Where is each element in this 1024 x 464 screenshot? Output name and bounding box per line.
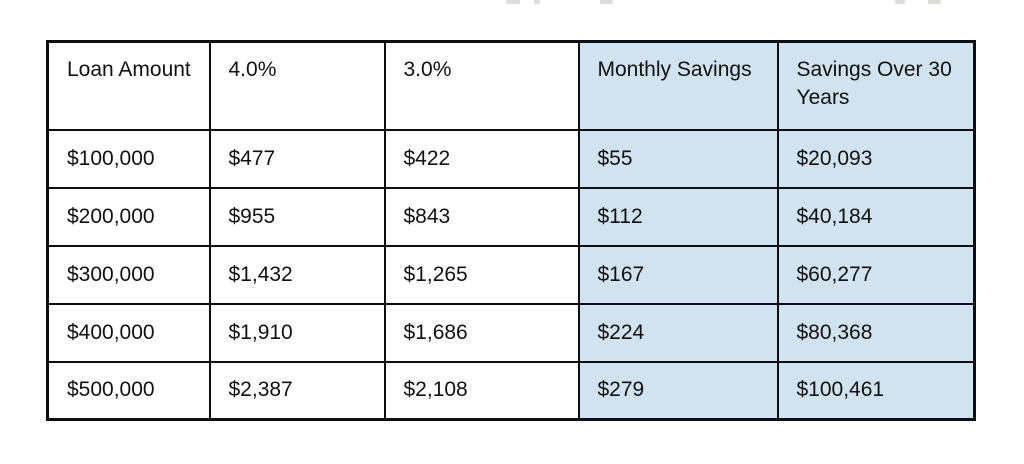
cropped-text-artifact: [895, 0, 905, 4]
refinance-savings-table: Loan Amount 4.0% 3.0% Monthly Savings Sa…: [46, 40, 976, 421]
cell-payment-3-0: $843: [383, 186, 580, 247]
table-row: $500,000 $2,387 $2,108 $279 $100,461: [46, 360, 976, 421]
cell-savings-30-years: $60,277: [776, 244, 976, 305]
cell-payment-4-0: $1,432: [208, 244, 386, 305]
cell-loan-amount: $100,000: [46, 128, 211, 189]
cell-monthly-savings: $167: [577, 244, 779, 305]
cell-loan-amount: $400,000: [46, 302, 211, 363]
header-cell-rate-3-0: 3.0%: [383, 40, 580, 131]
cropped-text-artifact: [506, 0, 520, 4]
cell-payment-3-0: $1,686: [383, 302, 580, 363]
cropped-text-artifact: [928, 0, 941, 4]
cell-loan-amount: $500,000: [46, 360, 211, 421]
cell-monthly-savings: $112: [577, 186, 779, 247]
cell-payment-4-0: $1,910: [208, 302, 386, 363]
cell-monthly-savings: $55: [577, 128, 779, 189]
cell-savings-30-years: $80,368: [776, 302, 976, 363]
table-header-row: Loan Amount 4.0% 3.0% Monthly Savings Sa…: [46, 40, 976, 131]
header-cell-monthly-savings: Monthly Savings: [577, 40, 779, 131]
header-cell-savings-30-years: Savings Over 30 Years: [776, 40, 976, 131]
header-cell-rate-4-0: 4.0%: [208, 40, 386, 131]
cell-payment-4-0: $2,387: [208, 360, 386, 421]
table-row: $300,000 $1,432 $1,265 $167 $60,277: [46, 244, 976, 305]
cell-payment-4-0: $477: [208, 128, 386, 189]
cell-loan-amount: $300,000: [46, 244, 211, 305]
cropped-text-artifact: [534, 0, 540, 4]
cell-savings-30-years: $40,184: [776, 186, 976, 247]
cell-payment-3-0: $422: [383, 128, 580, 189]
cell-savings-30-years: $100,461: [776, 360, 976, 421]
table-row: $200,000 $955 $843 $112 $40,184: [46, 186, 976, 247]
cell-payment-3-0: $2,108: [383, 360, 580, 421]
header-cell-loan-amount: Loan Amount: [46, 40, 211, 131]
cell-savings-30-years: $20,093: [776, 128, 976, 189]
cell-monthly-savings: $279: [577, 360, 779, 421]
cell-payment-4-0: $955: [208, 186, 386, 247]
cell-monthly-savings: $224: [577, 302, 779, 363]
table-row: $400,000 $1,910 $1,686 $224 $80,368: [46, 302, 976, 363]
cropped-text-artifact: [600, 0, 613, 4]
cell-payment-3-0: $1,265: [383, 244, 580, 305]
table-row: $100,000 $477 $422 $55 $20,093: [46, 128, 976, 189]
cell-loan-amount: $200,000: [46, 186, 211, 247]
